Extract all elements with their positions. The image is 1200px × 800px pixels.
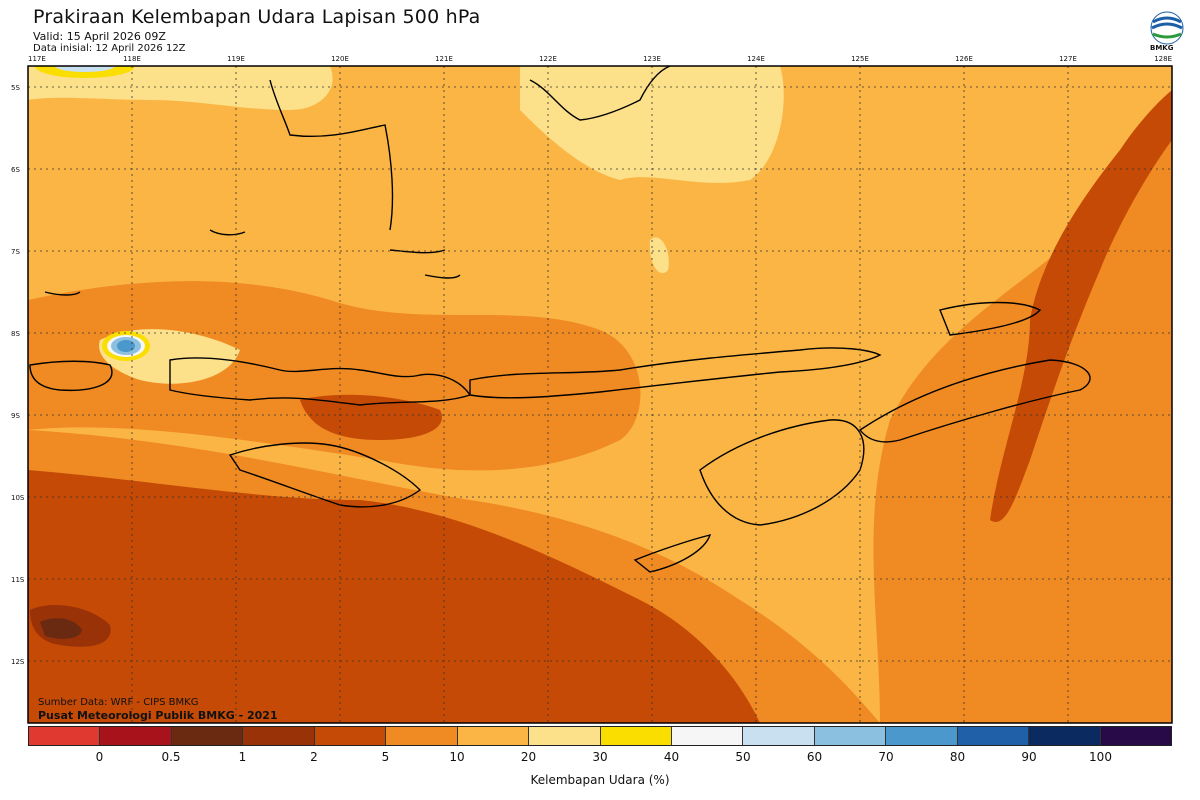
colorbar-swatch: [243, 727, 315, 745]
colorbar-swatch: [314, 727, 387, 745]
colorbar-swatch: [814, 727, 887, 745]
colorbar: [28, 726, 1172, 746]
coast-nw-islands: [44, 229, 246, 296]
lat-label: 7S: [11, 248, 20, 256]
lat-label: 10S: [11, 494, 25, 502]
colorbar-swatch: [457, 727, 530, 745]
field-1-2-patch: [40, 618, 82, 639]
init-time: Data inisial: 12 April 2026 12Z: [33, 43, 186, 54]
colorbar-tick-label: 90: [1021, 750, 1037, 764]
colorbar-swatch: [886, 727, 958, 745]
field-5-10-west-strip: [300, 394, 442, 440]
coast-timor-east: [858, 359, 1091, 443]
colorbar-swatch: [529, 727, 601, 745]
map-frame: [27, 65, 1173, 724]
publisher: Pusat Meteorologi Publik BMKG - 2021: [38, 709, 278, 722]
lon-label: 128E: [1154, 55, 1172, 63]
colorbar-swatch: [957, 727, 1030, 745]
colorbar-swatch: [386, 727, 458, 745]
map-title: Prakiraan Kelembapan Udara Lapisan 500 h…: [33, 6, 481, 28]
longitude-labels: 117E 118E 119E 120E 121E 122E 123E 124E 125E 126E…: [28, 55, 1172, 63]
coast-lombok: [29, 360, 113, 392]
colorbar-swatch: [600, 727, 672, 745]
data-source: Sumber Data: WRF - CIPS BMKG: [38, 697, 199, 708]
coast-sumba: [228, 442, 422, 508]
lon-label: 125E: [851, 55, 869, 63]
colorbar-tick-label: 30: [592, 750, 608, 764]
field-5-10-east: [990, 90, 1172, 522]
colorbar-tick-label: 40: [663, 750, 680, 764]
colorbar-swatch: [29, 727, 101, 745]
lon-label: 120E: [331, 55, 349, 63]
coast-north-islands: [529, 66, 671, 121]
lat-label: 12S: [11, 658, 25, 666]
colorbar-title: Kelembapan Udara (%): [530, 773, 670, 787]
lat-label: 6S: [11, 166, 20, 174]
colorbar-swatch: [1100, 727, 1171, 745]
field-5-10-south: [28, 470, 760, 723]
colorbar-tick-label: 5: [381, 750, 390, 764]
lon-label: 122E: [539, 55, 557, 63]
colorbar-tick-label: 10: [449, 750, 465, 764]
lat-label: 9S: [11, 412, 20, 420]
coast-wetar: [939, 301, 1042, 336]
graticule: [28, 66, 1172, 723]
colorbar-swatch: [1029, 727, 1101, 745]
colorbar-swatch: [100, 727, 172, 745]
lon-label: 121E: [435, 55, 453, 63]
field-nw-corner-white: [55, 66, 115, 72]
coast-selayar: [389, 249, 461, 279]
colorbar-tick-label: 0: [95, 750, 104, 764]
bmkg-logo: [1150, 11, 1184, 45]
colorbar-tick-label: 70: [878, 750, 894, 764]
colorbar-tick-label: 50: [735, 750, 751, 764]
colorbar-tick-label: 100: [1089, 750, 1112, 764]
colorbar-tick-label: 80: [949, 750, 966, 764]
lon-label: 126E: [955, 55, 973, 63]
logo-label: BMKG: [1150, 44, 1174, 52]
colorbar-swatch: [671, 727, 744, 745]
colorbar-tick-label: 1: [238, 750, 247, 764]
field-30-40-north: [520, 66, 784, 183]
lat-label: 5S: [11, 84, 20, 92]
valid-time: Valid: 15 April 2026 09Z: [33, 30, 166, 43]
lat-label: 11S: [11, 576, 25, 584]
field-30-40-patch: [649, 237, 669, 274]
coast-sumbawa: [169, 357, 472, 406]
coastlines: [29, 66, 1091, 573]
colorbar-swatch: [743, 727, 815, 745]
latitude-labels: 5S 6S 7S 8S 9S 10S 11S 12S: [11, 84, 25, 666]
lon-label: 117E: [28, 55, 46, 63]
coast-rote: [633, 534, 712, 573]
lon-label: 124E: [747, 55, 765, 63]
coast-flores: [469, 347, 882, 399]
colorbar-tick-label: 20: [520, 750, 537, 764]
colorbar-tick-label: 60: [806, 750, 823, 764]
lon-label: 118E: [123, 55, 141, 63]
lon-label: 119E: [227, 55, 245, 63]
colorbar-tick-label: 0.5: [161, 750, 181, 764]
colorbar-swatch: [171, 727, 244, 745]
lon-label: 123E: [643, 55, 661, 63]
lon-label: 127E: [1059, 55, 1077, 63]
colorbar-tick-label: 2: [310, 750, 318, 764]
lat-label: 8S: [11, 330, 20, 338]
field-70-80-blob: [117, 340, 135, 352]
coast-sulawesi: [269, 79, 394, 231]
field-10-20-west: [28, 281, 641, 471]
